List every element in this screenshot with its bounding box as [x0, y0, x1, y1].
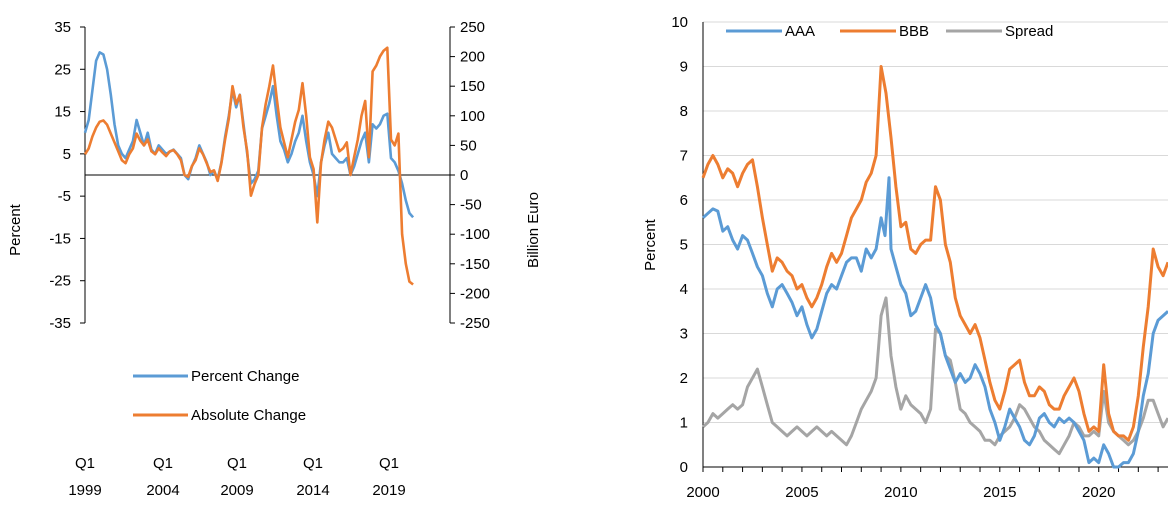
x-tick-label-year: 2019: [372, 482, 405, 499]
series-line-percent-change: [83, 51, 415, 219]
y-tick-label: 3: [680, 326, 688, 343]
y-tick-label: 2: [680, 370, 688, 387]
x-tick-label: 2010: [884, 484, 917, 501]
x-tick-label-year: 2004: [146, 482, 179, 499]
x-tick-label-quarter: Q1: [303, 455, 323, 472]
y-tick-label: 8: [680, 103, 688, 120]
right-y-tick-label: -250: [460, 315, 490, 332]
legend-label: Absolute Change: [191, 407, 306, 424]
left-y-tick-label: 5: [63, 146, 71, 163]
y-tick-label: 0: [680, 459, 688, 476]
series-line-bbb: [701, 65, 1168, 442]
x-tick-label-year: 2014: [296, 482, 329, 499]
left-y-tick-label: 25: [54, 61, 71, 78]
right-y-tick-label: 100: [460, 108, 485, 125]
series-line-spread: [701, 296, 1168, 456]
right-y-tick-label: 150: [460, 78, 485, 95]
y-tick-label: 10: [671, 14, 688, 31]
x-tick-label-quarter: Q1: [75, 455, 95, 472]
y-tick-label: 9: [680, 59, 688, 76]
right-y-tick-label: -100: [460, 226, 490, 243]
x-tick-label-quarter: Q1: [379, 455, 399, 472]
right-y-tick-label: 0: [460, 167, 468, 184]
right-y-axis-title: Billion Euro: [525, 192, 542, 268]
y-axis-title: Percent: [642, 218, 659, 271]
right-y-tick-label: 50: [460, 137, 477, 154]
y-tick-label: 4: [680, 281, 688, 298]
left-y-tick-label: -15: [49, 230, 71, 247]
y-tick-label: 1: [680, 415, 688, 432]
y-tick-label: 5: [680, 237, 688, 254]
x-tick-label: 2015: [983, 484, 1016, 501]
right-y-tick-label: 200: [460, 49, 485, 66]
right-y-tick-label: 250: [460, 19, 485, 36]
right-y-tick-label: -150: [460, 256, 490, 273]
left-y-tick-label: 15: [54, 104, 71, 121]
left-chart: 35 25 15 5 -5 -15 -25 -35 250 200 150 100 50 0 -50 -100…: [7, 19, 542, 499]
right-y-tick-label: -200: [460, 285, 490, 302]
x-tick-label-quarter: Q1: [153, 455, 173, 472]
x-tick-label: 2020: [1082, 484, 1115, 501]
x-tick-label-quarter: Q1: [227, 455, 247, 472]
left-y-tick-label: 35: [54, 19, 71, 36]
legend-label: BBB: [899, 23, 929, 40]
left-y-tick-label: -5: [58, 188, 71, 205]
y-tick-label: 6: [680, 192, 688, 209]
series-line-aaa: [701, 176, 1168, 469]
legend-label: Spread: [1005, 23, 1053, 40]
left-y-tick-label: -35: [49, 315, 71, 332]
legend-label: AAA: [785, 23, 815, 40]
x-tick-label: 2000: [686, 484, 719, 501]
legend-label: Percent Change: [191, 368, 299, 385]
series-line-absolute-change: [83, 46, 414, 286]
left-y-tick-label: -25: [49, 273, 71, 290]
left-y-axis-title: Percent: [7, 203, 24, 256]
x-tick-label: 2005: [785, 484, 818, 501]
x-tick-label-year: 2009: [220, 482, 253, 499]
right-y-tick-label: -50: [460, 197, 482, 214]
y-tick-label: 7: [680, 148, 688, 165]
x-tick-label-year: 1999: [68, 482, 101, 499]
